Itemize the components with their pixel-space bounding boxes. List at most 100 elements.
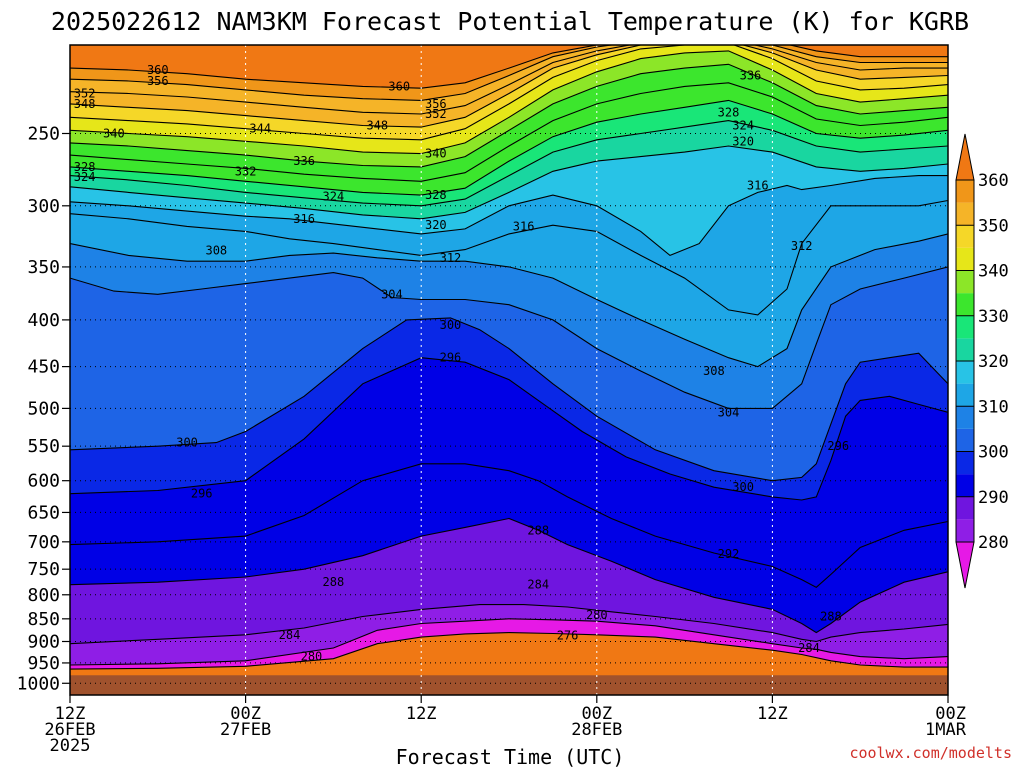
- x-axis-label: Forecast Time (UTC): [396, 745, 625, 768]
- colorbar-label-310: 310: [978, 397, 1009, 417]
- y-tick-label-550: 550: [27, 436, 60, 457]
- contour-label-328: 328: [718, 105, 740, 119]
- colorbar-label-320: 320: [978, 352, 1009, 372]
- contour-label-356: 356: [425, 97, 447, 111]
- contour-label-336: 336: [293, 154, 315, 168]
- contour-label-288: 288: [323, 575, 345, 589]
- colorbar-label-360: 360: [978, 171, 1009, 191]
- colorbar-band-305: [956, 406, 974, 429]
- contour-label-316: 316: [747, 178, 769, 192]
- x-tick-label-48-0: 12Z: [757, 704, 788, 724]
- contour-label-324: 324: [74, 170, 96, 184]
- colorbar-band-330: [956, 293, 974, 316]
- contour-label-284: 284: [798, 641, 820, 655]
- contour-label-292: 292: [718, 547, 740, 561]
- contour-label-340: 340: [425, 147, 447, 161]
- colorbar-band-310: [956, 383, 974, 407]
- y-tick-label-250: 250: [27, 123, 60, 144]
- colorbar-label-350: 350: [978, 216, 1009, 236]
- contour-label-284: 284: [279, 628, 301, 642]
- isentrope-276: [70, 632, 948, 670]
- y-tick-label-450: 450: [27, 357, 60, 378]
- y-tick-label-350: 350: [27, 257, 60, 278]
- colorbar-band-345: [956, 225, 974, 248]
- contour-label-288: 288: [820, 609, 842, 623]
- contour-label-296: 296: [827, 439, 849, 453]
- contour-label-316: 316: [293, 212, 315, 226]
- contour-label-320: 320: [732, 134, 754, 148]
- grid-lines: [70, 45, 948, 695]
- contour-label-300: 300: [440, 318, 462, 332]
- colorbar-band-295: [956, 451, 974, 475]
- contour-label-324: 324: [323, 189, 345, 203]
- x-tick-label-36-1: 28FEB: [571, 720, 622, 740]
- colorbar-band-335: [956, 270, 974, 294]
- colorbar-band-280: [956, 519, 974, 542]
- y-tick-label-750: 750: [27, 559, 60, 580]
- y-tick-label-900: 900: [27, 631, 60, 652]
- contour-label-360: 360: [388, 79, 410, 93]
- colorbar-label-280: 280: [978, 533, 1009, 553]
- y-tick-label-400: 400: [27, 310, 60, 331]
- isentrope-296: [70, 357, 948, 501]
- isentrope-316: [70, 175, 948, 257]
- isentrope-320: [70, 145, 948, 220]
- contour-label-328: 328: [425, 188, 447, 202]
- isentrope-324: [70, 120, 948, 207]
- y-tick-label-500: 500: [27, 398, 60, 419]
- y-tick-label-600: 600: [27, 471, 60, 492]
- credit-text: coolwx.com/modelts: [849, 744, 1012, 762]
- contour-label-276: 276: [557, 629, 579, 643]
- isentrope-284: [70, 604, 948, 645]
- isentrope-288: [70, 517, 948, 634]
- colorbar-band-290: [956, 474, 974, 497]
- isentrope-348: [70, 45, 948, 128]
- y-axis: 2503003504004505005506006507007508008509…: [17, 123, 70, 694]
- contour-label-352: 352: [425, 107, 447, 121]
- contour-label-296: 296: [440, 351, 462, 365]
- isentrope-344: [70, 45, 948, 141]
- x-tick-label-0-2: 2025: [50, 736, 91, 756]
- colorbar-band-285: [956, 496, 974, 520]
- contour-label-348: 348: [74, 97, 96, 111]
- isentrope-308: [70, 233, 948, 368]
- contour-label-308: 308: [205, 244, 227, 258]
- colorbar-band-300: [956, 428, 974, 452]
- contour-label-340: 340: [103, 126, 125, 140]
- y-tick-label-700: 700: [27, 532, 60, 553]
- contour-label-284: 284: [527, 578, 549, 592]
- isentrope-312: [70, 199, 948, 316]
- contour-label-304: 304: [718, 405, 740, 419]
- ground-fill: [70, 675, 948, 695]
- x-tick-label-0-0: 12Z: [55, 704, 86, 724]
- colorbar-label-340: 340: [978, 262, 1009, 282]
- colorbar-top-arrow: [955, 133, 975, 181]
- contour-label-324: 324: [732, 118, 754, 132]
- y-tick-label-1000: 1000: [17, 673, 60, 694]
- isentrope-356: [70, 45, 948, 101]
- y-tick-label-650: 650: [27, 502, 60, 523]
- y-tick-label-950: 950: [27, 653, 60, 674]
- contour-label-352: 352: [74, 86, 96, 100]
- contour-label-320: 320: [425, 218, 447, 232]
- contour-label-312: 312: [440, 251, 462, 265]
- isentrope-332: [70, 82, 948, 182]
- colorbar-band-315: [956, 361, 974, 384]
- x-tick-label-12-1: 27FEB: [220, 720, 271, 740]
- colorbar-label-300: 300: [978, 443, 1009, 463]
- contour-label-344: 344: [249, 122, 271, 136]
- contour-label-332: 332: [235, 164, 257, 178]
- colorbar-band-340: [956, 247, 974, 271]
- isentrope-352: [70, 45, 948, 115]
- chart-title: 2025022612 NAM3KM Forecast Potential Tem…: [51, 7, 969, 36]
- contour-label-300: 300: [176, 436, 198, 450]
- ground-layer: [70, 675, 948, 695]
- x-tick-label-60-0: 00Z: [935, 704, 966, 724]
- colorbar-label-290: 290: [978, 488, 1009, 508]
- contour-label-280: 280: [586, 608, 608, 622]
- contour-label-316: 316: [513, 219, 535, 233]
